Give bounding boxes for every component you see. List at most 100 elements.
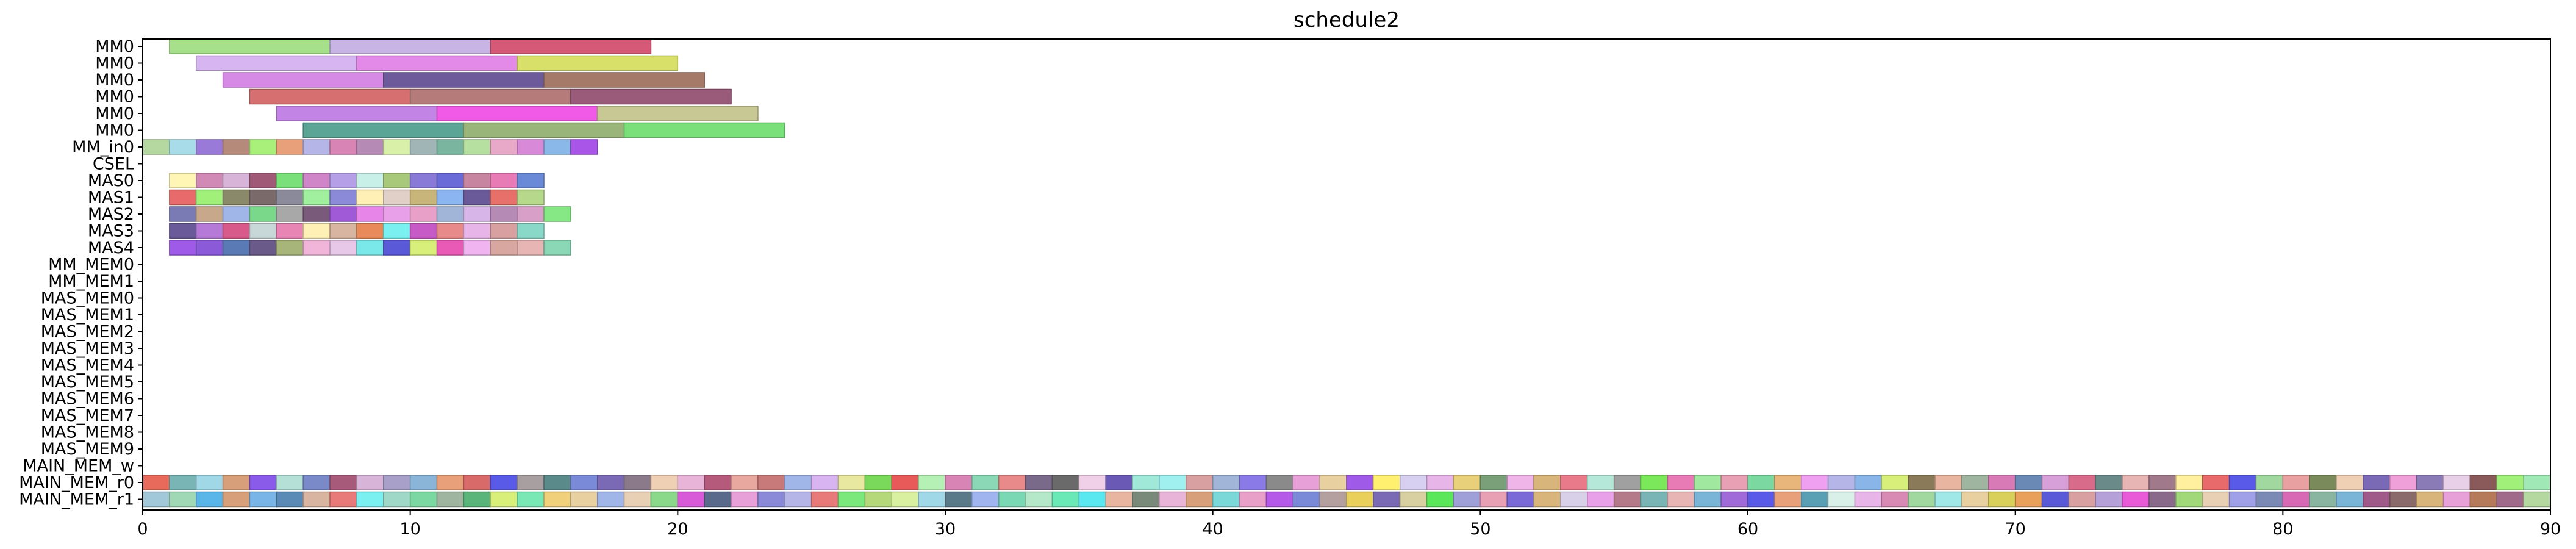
task-bar	[383, 240, 411, 256]
task-bar	[757, 491, 785, 508]
task-bar	[1159, 491, 1187, 508]
task-bar	[222, 189, 251, 206]
task-bar	[623, 491, 652, 508]
task-bar	[945, 491, 973, 508]
task-bar	[2041, 475, 2070, 490]
task-bar	[1640, 475, 1669, 490]
task-bar	[704, 491, 732, 508]
y-axis: MM0MM0MM0MM0MM0MM0MM_in0CSELMAS0MAS1MAS2…	[19, 37, 143, 509]
task-bar	[195, 240, 224, 256]
task-bar	[329, 38, 492, 54]
y-tick-label: MAS_MEM4	[41, 356, 134, 375]
task-bar	[1479, 475, 1508, 490]
task-bar	[302, 189, 331, 206]
task-bar	[2282, 491, 2310, 508]
task-bar	[517, 223, 545, 239]
task-bar	[731, 475, 759, 490]
y-tick-label: MAS_MEM6	[41, 390, 134, 409]
y-tick-label: MM_MEM1	[48, 272, 134, 291]
task-bar	[2336, 475, 2364, 490]
task-bar	[1988, 475, 2016, 490]
task-bar	[463, 206, 492, 222]
task-bar	[195, 223, 224, 239]
task-bar	[596, 106, 759, 121]
task-bar	[784, 491, 812, 508]
x-axis: 0 10 20 30 40 50 60 70 80 90	[137, 510, 2561, 539]
task-bar	[329, 491, 357, 508]
task-bar	[302, 206, 331, 222]
y-tick-label: MAIN_MEM_r1	[19, 490, 134, 509]
task-bar	[436, 206, 465, 222]
task-bar	[650, 475, 679, 490]
task-bar	[1319, 475, 1347, 490]
task-bar	[1399, 475, 1428, 490]
task-bar	[490, 491, 518, 508]
task-bar	[142, 491, 170, 508]
task-bar	[1720, 475, 1748, 490]
task-bar	[356, 240, 384, 256]
y-tick-label: MM0	[95, 104, 134, 123]
task-bar	[1078, 475, 1106, 490]
task-bar	[436, 475, 465, 490]
task-bar	[2336, 491, 2364, 508]
task-bar	[1239, 491, 1267, 508]
task-bar	[195, 206, 224, 222]
x-tick-label: 30	[935, 520, 956, 539]
task-bar	[1319, 491, 1347, 508]
task-bar	[356, 189, 384, 206]
task-bar	[1051, 475, 1080, 490]
task-bar	[1186, 475, 1214, 490]
task-bar	[490, 189, 518, 206]
task-bar	[2496, 475, 2524, 490]
task-bar	[463, 223, 492, 239]
task-bar	[1426, 491, 1454, 508]
task-bar	[2442, 491, 2471, 508]
y-tick-label: MM0	[95, 121, 134, 140]
task-bar	[2523, 475, 2551, 490]
task-bar	[249, 475, 277, 490]
y-tick-label: MAS_MEM0	[41, 289, 134, 308]
task-bar	[142, 475, 170, 490]
task-bar	[249, 189, 277, 206]
task-bar	[864, 475, 893, 490]
task-bar	[517, 475, 545, 490]
task-bar	[1212, 475, 1240, 490]
task-bar	[810, 491, 839, 508]
task-bar	[543, 206, 571, 222]
task-bar	[276, 106, 438, 121]
task-bar	[276, 206, 304, 222]
task-bar	[1587, 475, 1615, 490]
task-bar	[436, 106, 598, 121]
task-bar	[517, 139, 545, 155]
task-bar	[1961, 475, 1989, 490]
task-bar	[596, 475, 625, 490]
task-bar	[1078, 491, 1106, 508]
task-bar	[1346, 475, 1374, 490]
task-bar	[383, 491, 411, 508]
task-bar	[1613, 491, 1642, 508]
task-bar	[436, 189, 465, 206]
task-bar	[704, 475, 732, 490]
task-bar	[490, 139, 518, 155]
task-bar	[517, 491, 545, 508]
task-bar	[1105, 475, 1133, 490]
task-bar	[356, 55, 518, 71]
task-bar	[1587, 491, 1615, 508]
task-bar	[1453, 491, 1481, 508]
task-bar	[1506, 475, 1534, 490]
task-bar	[784, 475, 812, 490]
y-tick-label: MAS1	[88, 188, 134, 207]
task-bar	[463, 189, 492, 206]
task-bar	[1934, 475, 1962, 490]
task-bar	[2309, 475, 2337, 490]
task-bar	[1186, 491, 1214, 508]
task-bar	[2309, 491, 2337, 508]
task-bar	[383, 72, 545, 88]
task-bar	[1908, 475, 1936, 490]
task-bar	[302, 173, 331, 188]
task-bar	[517, 55, 679, 71]
task-bar	[2228, 491, 2257, 508]
task-bar	[1453, 475, 1481, 490]
task-bar	[891, 475, 919, 490]
task-bar	[463, 491, 492, 508]
